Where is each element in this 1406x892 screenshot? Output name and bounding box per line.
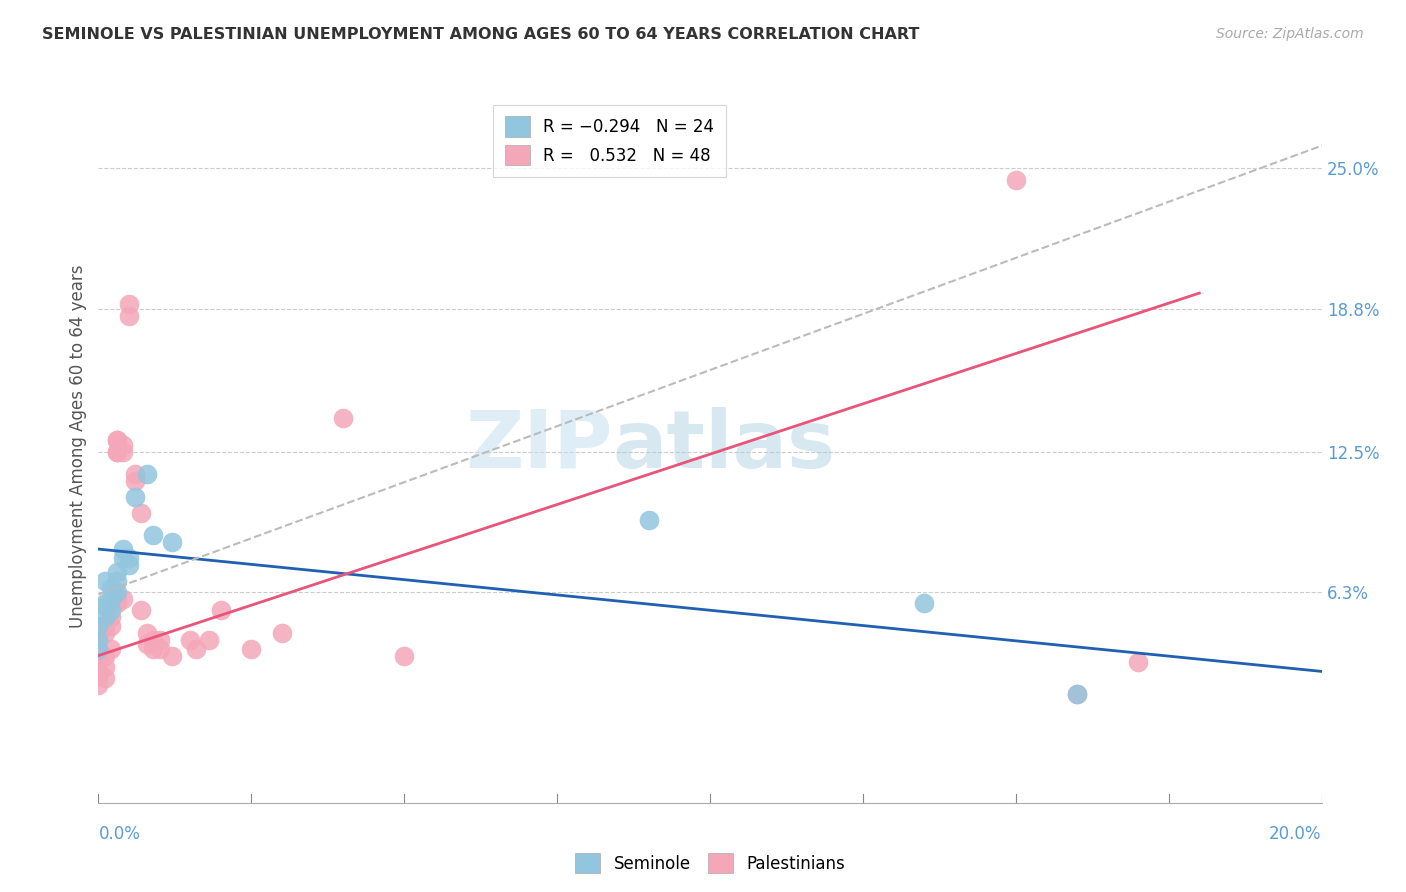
Point [149,641,172,656]
Text: atlas: atlas [612,407,835,485]
Point [100,591,122,606]
Point [136,637,159,651]
Point [105,565,128,579]
Point [105,591,128,606]
Point [142,641,165,656]
Point [118,551,141,566]
Point [118,558,141,572]
Point [87,678,110,692]
Point [105,434,128,448]
Point [142,528,165,542]
Point [136,626,159,640]
Point [1004,173,1026,187]
Point [87,632,110,647]
Point [149,632,172,647]
Point [111,591,134,606]
Point [105,574,128,588]
Point [100,610,122,624]
Point [100,641,122,656]
Point [637,513,661,527]
Point [197,632,219,647]
Point [118,297,141,311]
Point [111,444,134,458]
Point [1128,656,1150,670]
Point [136,467,159,482]
Text: 0.0%: 0.0% [98,825,141,844]
Point [93,626,115,640]
Point [124,490,146,504]
Point [1066,687,1088,701]
Point [186,641,208,656]
Point [87,641,110,656]
Legend: Seminole, Palestinians: Seminole, Palestinians [569,847,851,880]
Point [118,309,141,323]
Point [93,648,115,663]
Point [179,632,201,647]
Point [912,597,935,611]
Point [332,410,354,425]
Point [93,660,115,674]
Point [100,603,122,617]
Point [87,665,110,679]
Y-axis label: Unemployment Among Ages 60 to 64 years: Unemployment Among Ages 60 to 64 years [69,264,87,628]
Point [87,632,110,647]
Point [392,648,416,663]
Point [93,671,115,685]
Point [87,619,110,633]
Point [105,444,128,458]
Point [87,646,110,660]
Point [160,535,183,549]
Point [105,597,128,611]
Point [129,603,152,617]
Text: Source: ZipAtlas.com: Source: ZipAtlas.com [1216,27,1364,41]
Text: 20.0%: 20.0% [1270,825,1322,844]
Point [142,632,165,647]
Point [93,619,115,633]
Point [93,574,115,588]
Point [111,542,134,557]
Point [93,597,115,611]
Point [93,599,115,613]
Point [111,438,134,452]
Text: ZIP: ZIP [465,407,612,485]
Point [100,581,122,595]
Point [240,641,263,656]
Point [124,467,146,482]
Point [105,434,128,448]
Point [209,603,232,617]
Point [270,626,292,640]
Point [105,444,128,458]
Point [87,641,110,656]
Point [129,506,152,520]
Point [87,656,110,670]
Text: SEMINOLE VS PALESTINIAN UNEMPLOYMENT AMONG AGES 60 TO 64 YEARS CORRELATION CHART: SEMINOLE VS PALESTINIAN UNEMPLOYMENT AMO… [42,27,920,42]
Point [105,585,128,599]
Point [87,669,110,683]
Point [111,551,134,566]
Point [100,619,122,633]
Point [160,648,183,663]
Point [124,474,146,488]
Point [93,610,115,624]
Point [1066,687,1088,701]
